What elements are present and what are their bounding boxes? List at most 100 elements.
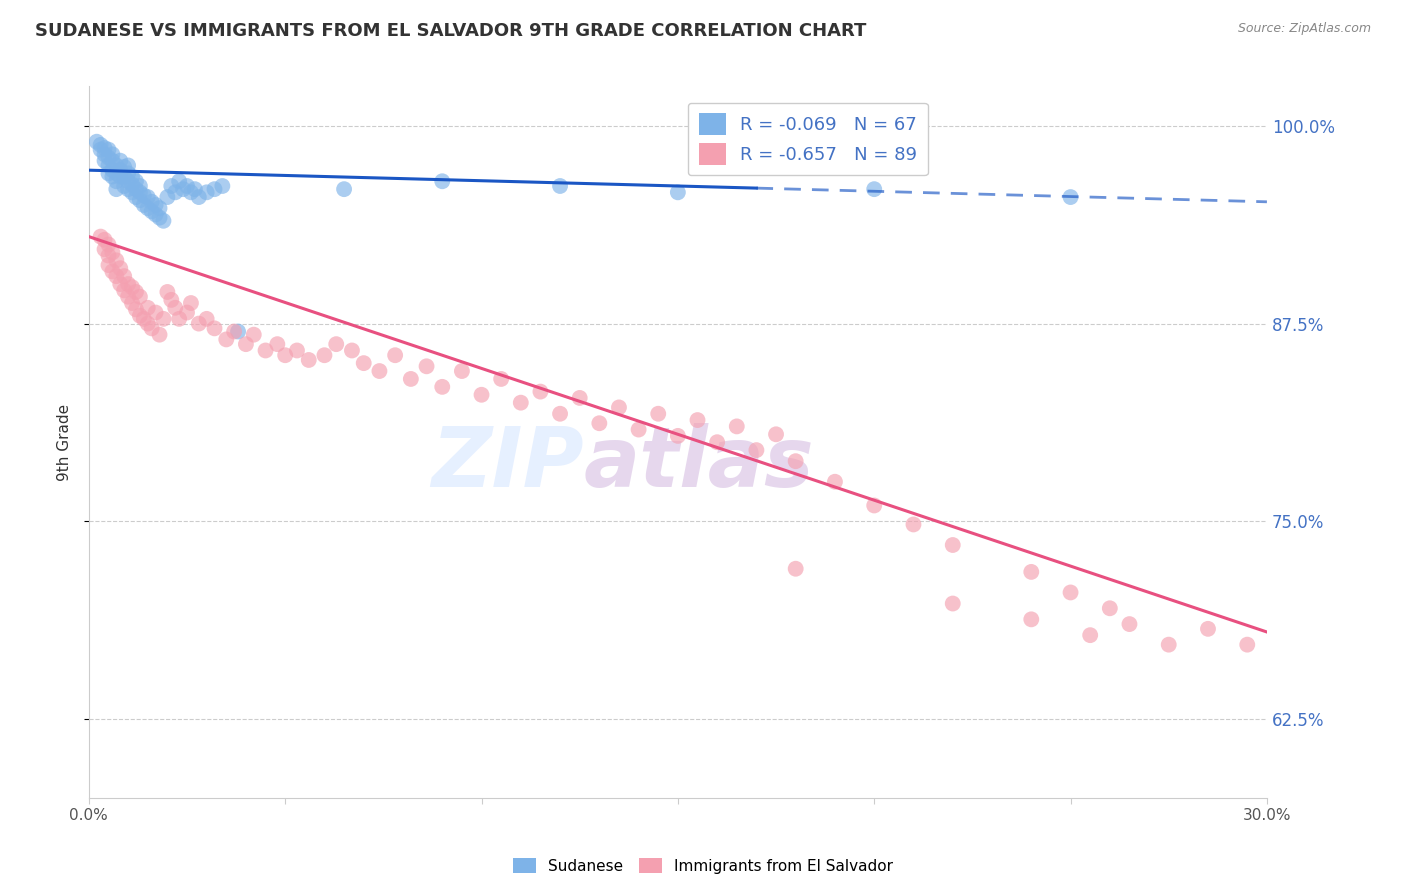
Point [121,296,143,310]
Point [235,337,257,351]
Point [176,179,198,194]
Point [1019,565,1042,579]
Point [215,333,238,347]
Point [165,186,187,200]
Point [160,293,183,307]
Point [148,327,170,342]
Point [568,391,591,405]
Legend: Sudanese, Immigrants from El Salvador: Sudanese, Immigrants from El Salvador [508,852,898,880]
Point [167,174,190,188]
Legend: R = -0.069   N = 67, R = -0.657   N = 89: R = -0.069 N = 67, R = -0.657 N = 89 [688,103,928,176]
Point [93,233,115,247]
Point [97,166,120,180]
Point [314,348,336,362]
Point [333,182,356,196]
Point [101,153,124,168]
Point [112,179,135,194]
Point [172,182,194,196]
Point [1059,190,1081,204]
Point [93,153,115,168]
Point [451,364,474,378]
Point [1197,622,1219,636]
Point [105,182,128,196]
Y-axis label: 9th Grade: 9th Grade [58,404,72,481]
Point [340,343,363,358]
Point [167,311,190,326]
Point [187,317,209,331]
Point [117,158,139,172]
Point [90,137,112,152]
Point [942,538,965,552]
Point [165,301,187,315]
Point [1059,585,1081,599]
Point [156,190,179,204]
Point [785,454,807,468]
Point [125,182,148,196]
Point [117,174,139,188]
Point [863,182,886,196]
Point [136,190,159,204]
Point [132,198,155,212]
Point [136,301,159,315]
Point [93,141,115,155]
Point [298,353,321,368]
Text: ZIP: ZIP [432,423,583,504]
Point [101,264,124,278]
Point [117,277,139,291]
Point [415,359,437,374]
Point [112,160,135,174]
Point [195,311,218,326]
Point [125,174,148,188]
Point [125,285,148,299]
Point [242,327,264,342]
Point [204,321,226,335]
Point [105,269,128,284]
Point [666,429,689,443]
Text: Source: ZipAtlas.com: Source: ZipAtlas.com [1237,22,1371,36]
Point [141,194,163,209]
Point [145,207,167,221]
Point [101,147,124,161]
Point [97,158,120,172]
Point [117,166,139,180]
Point [105,166,128,180]
Point [187,190,209,204]
Point [152,311,174,326]
Point [706,435,728,450]
Point [97,258,120,272]
Text: SUDANESE VS IMMIGRANTS FROM EL SALVADOR 9TH GRADE CORRELATION CHART: SUDANESE VS IMMIGRANTS FROM EL SALVADOR … [35,22,866,40]
Point [117,290,139,304]
Point [121,169,143,184]
Point [128,186,150,200]
Point [647,407,669,421]
Point [90,229,112,244]
Point [121,178,143,192]
Point [607,401,630,415]
Point [97,143,120,157]
Point [105,158,128,172]
Point [110,163,132,178]
Point [903,517,925,532]
Point [132,311,155,326]
Point [105,253,128,268]
Point [121,186,143,200]
Point [432,174,454,188]
Point [86,135,108,149]
Point [745,443,768,458]
Point [97,151,120,165]
Point [128,290,150,304]
Point [1236,638,1258,652]
Point [224,325,246,339]
Point [112,269,135,284]
Point [110,261,132,276]
Point [112,284,135,298]
Point [110,169,132,184]
Point [160,179,183,194]
Point [529,384,551,399]
Point [148,211,170,225]
Point [1019,612,1042,626]
Point [686,413,709,427]
Point [353,356,375,370]
Point [184,182,207,196]
Point [125,190,148,204]
